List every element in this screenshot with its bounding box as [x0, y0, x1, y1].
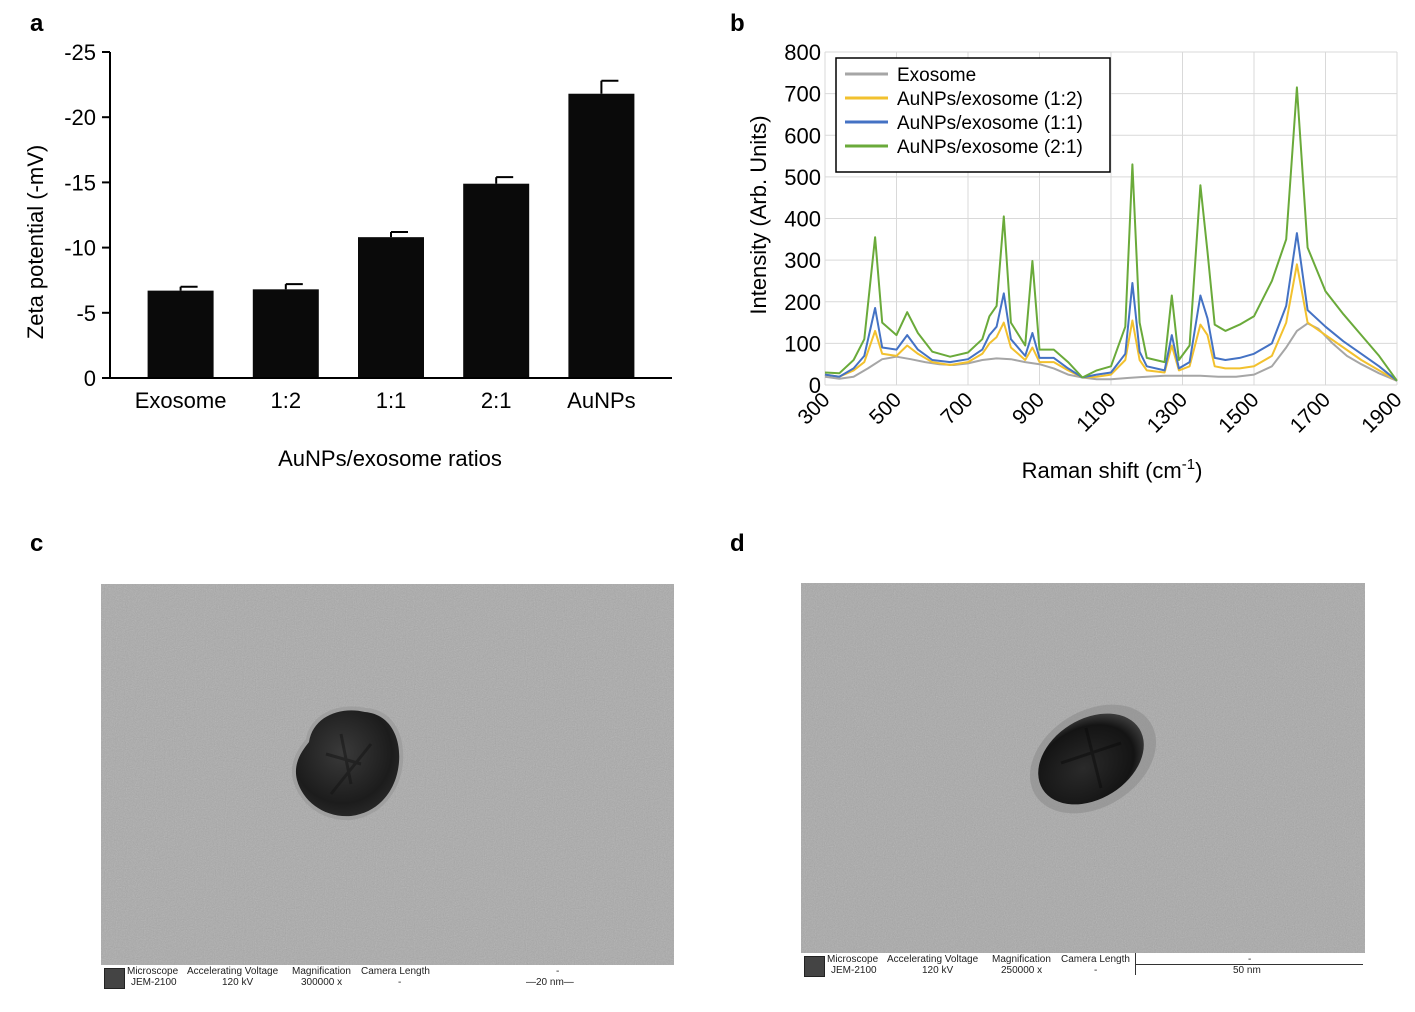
bar-2:1 [463, 183, 530, 378]
legend-entry: AuNPs/exosome (2:1) [897, 137, 1083, 158]
y-tick-label: 500 [784, 165, 821, 190]
microscope-icon [104, 968, 125, 989]
legend-box [835, 57, 1111, 173]
header-dash: - [556, 966, 560, 977]
legend: Exosome AuNPs/exosome (1:2) AuNPs/exosome … [835, 57, 1111, 173]
x-tick-label: 700 [936, 388, 977, 429]
x-tick-label: 900 [1008, 388, 1049, 429]
value-camera-length: - [398, 977, 402, 988]
x-tick-label: AuNPs [567, 388, 635, 413]
value-magnification: 300000 x [301, 977, 343, 988]
x-tick-label: Exosome [135, 388, 227, 413]
y-tick-label: 100 [784, 331, 821, 356]
value-voltage: 120 kV [922, 965, 954, 976]
y-tick-label: 200 [784, 290, 821, 315]
panel-label-c: c [30, 530, 44, 557]
tem-image-c [101, 584, 674, 965]
y-tick-label: 0 [809, 373, 821, 398]
header-microscope: Microscope [127, 966, 179, 977]
y-axis-label: Intensity (Arb. Units) [746, 115, 771, 314]
series-line-aunps-exosome-1-1- [824, 232, 1398, 382]
series-line-aunps-exosome-1-2- [824, 263, 1398, 382]
header-microscope: Microscope [827, 954, 879, 965]
y-tick-label: -20 [64, 105, 96, 130]
legend-entry: Exosome [897, 65, 976, 86]
header-voltage: Accelerating Voltage [187, 966, 279, 977]
tem-image-d [801, 583, 1365, 953]
header-camera-length: Camera Length [1061, 954, 1130, 965]
header-magnification: Magnification [992, 954, 1051, 965]
gold-nanoparticle [1038, 713, 1144, 805]
tem-micrograph-d [801, 583, 1365, 953]
x-tick-label: 2:1 [481, 388, 512, 413]
y-tick-label: 400 [784, 207, 821, 232]
series-line-aunps-exosome-2-1- [824, 86, 1398, 382]
value-camera-length: - [1094, 965, 1098, 976]
legend-entry: AuNPs/exosome (1:2) [897, 89, 1083, 110]
x-tick-label: 1500 [1214, 388, 1263, 437]
scale-bar-c: —20 nm— [526, 977, 574, 988]
value-voltage: 120 kV [222, 977, 254, 988]
series-line-exosome [824, 322, 1398, 382]
x-tick-label: 1900 [1357, 388, 1406, 437]
y-tick-label: -5 [76, 301, 96, 326]
value-microscope: JEM-2100 [131, 977, 177, 988]
header-camera-length: Camera Length [361, 966, 430, 977]
x-axis-label: Raman shift (cm-1) [1022, 456, 1203, 483]
bar-Exosome [147, 290, 214, 378]
panel-label-d: d [730, 530, 745, 557]
microscope-icon [804, 956, 825, 977]
y-tick-label: 0 [84, 366, 96, 391]
bar-AuNPs [568, 93, 635, 378]
header-dash: - [1248, 954, 1252, 965]
x-tick-label: 1700 [1286, 388, 1335, 437]
scale-label-d: 50 nm [1233, 965, 1261, 976]
legend-entry: AuNPs/exosome (1:1) [897, 113, 1083, 134]
x-tick-label: 1:1 [376, 388, 407, 413]
x-axis-label: AuNPs/exosome ratios [278, 446, 502, 471]
y-tick-label: 300 [784, 248, 821, 273]
raman-spectra-chart: 0 100 200 300 400 500 600 700 800 300 500 700 900 11… [746, 40, 1407, 483]
tem-info-bar-c: Microscope Accelerating Voltage Magnific… [101, 965, 674, 991]
bar-1:1 [358, 237, 424, 378]
value-microscope: JEM-2100 [831, 965, 877, 976]
scale-bar-d [1135, 964, 1363, 965]
panel-label-b: b [730, 10, 745, 37]
bar-1:2 [252, 289, 319, 378]
x-tick-label: 500 [865, 388, 906, 429]
x-tick-label: 300 [793, 388, 834, 429]
panel-label-a: a [30, 10, 44, 37]
y-tick-label: -15 [64, 170, 96, 195]
y-tick-label: -25 [64, 40, 96, 65]
header-voltage: Accelerating Voltage [887, 954, 979, 965]
x-tick-label: 1100 [1072, 388, 1120, 436]
x-tick-label: 1:2 [271, 388, 302, 413]
y-tick-label: 600 [784, 123, 821, 148]
tem-micrograph-c [101, 584, 674, 965]
y-tick-label: -10 [64, 236, 96, 261]
value-magnification: 250000 x [1001, 965, 1043, 976]
y-tick-label: 800 [784, 40, 821, 65]
y-axis-label: Zeta potential (-mV) [23, 145, 48, 339]
zeta-potential-bar-chart: 0 -5 -10 -15 -20 -25 Exosome 1:2 1:1 2:1 AuNPs Ze… [23, 40, 672, 471]
header-magnification: Magnification [292, 966, 351, 977]
tem-info-bar-d: Microscope Accelerating Voltage Magnific… [801, 953, 1365, 979]
x-tick-label: 1300 [1143, 388, 1192, 437]
y-tick-label: 700 [784, 82, 821, 107]
